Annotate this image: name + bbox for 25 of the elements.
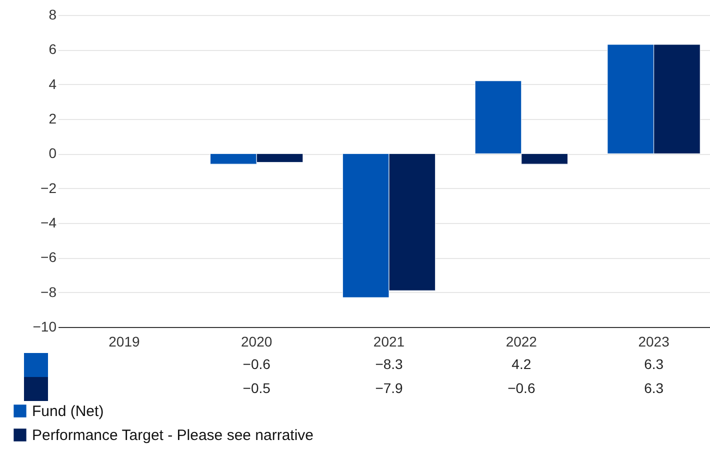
y-tick-label: 2	[48, 110, 57, 126]
data-label: 6.3	[644, 356, 664, 372]
data-label: −7.9	[375, 380, 404, 396]
y-tick-label: 6	[48, 41, 57, 58]
data-label: −8.3	[375, 356, 404, 372]
data-label: 4.2	[512, 356, 532, 372]
y-tick-label: −8	[40, 284, 57, 300]
legend-label: Fund (Net)	[32, 403, 104, 420]
y-tick-label: −6	[40, 249, 57, 266]
x-tick-label: 2021	[373, 334, 405, 350]
y-tick-label: −10	[32, 318, 57, 334]
legend-label: Performance Target - Please see narrative	[32, 427, 314, 444]
data-label: −0.5	[242, 380, 271, 396]
x-tick-label: 2020	[241, 334, 272, 350]
data-label: 6.3	[644, 380, 664, 396]
x-tick-label: 2019	[108, 334, 140, 350]
y-tick-label: 8	[48, 6, 57, 22]
y-tick-label: −2	[40, 180, 57, 196]
y-tick-label: 4	[48, 76, 57, 92]
x-tick-label: 2023	[638, 334, 670, 350]
y-tick-label: −4	[40, 214, 57, 230]
data-label: −0.6	[508, 380, 536, 396]
y-tick-label: 0	[48, 145, 57, 162]
x-tick-label: 2022	[506, 334, 538, 350]
data-label: −0.6	[242, 356, 271, 372]
